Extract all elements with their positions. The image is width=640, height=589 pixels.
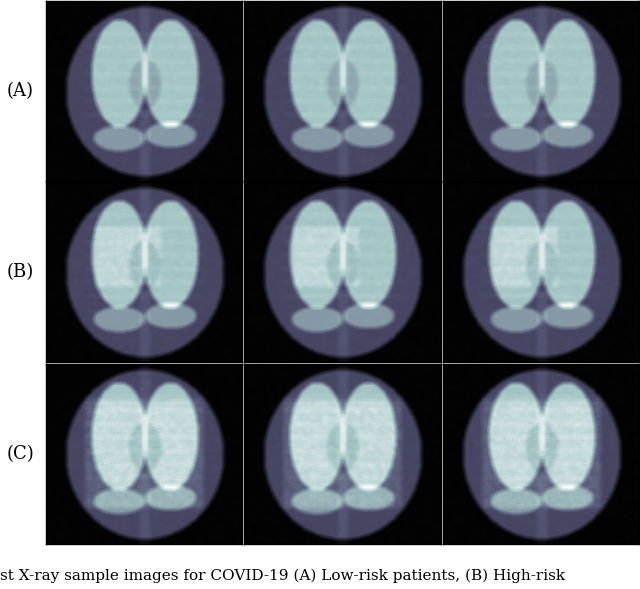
- Text: (A): (A): [6, 82, 34, 100]
- Text: (B): (B): [6, 263, 34, 282]
- Text: st X-ray sample images for COVID-19 (A) Low-risk patients, (B) High-risk: st X-ray sample images for COVID-19 (A) …: [0, 569, 565, 583]
- Text: (C): (C): [6, 445, 34, 463]
